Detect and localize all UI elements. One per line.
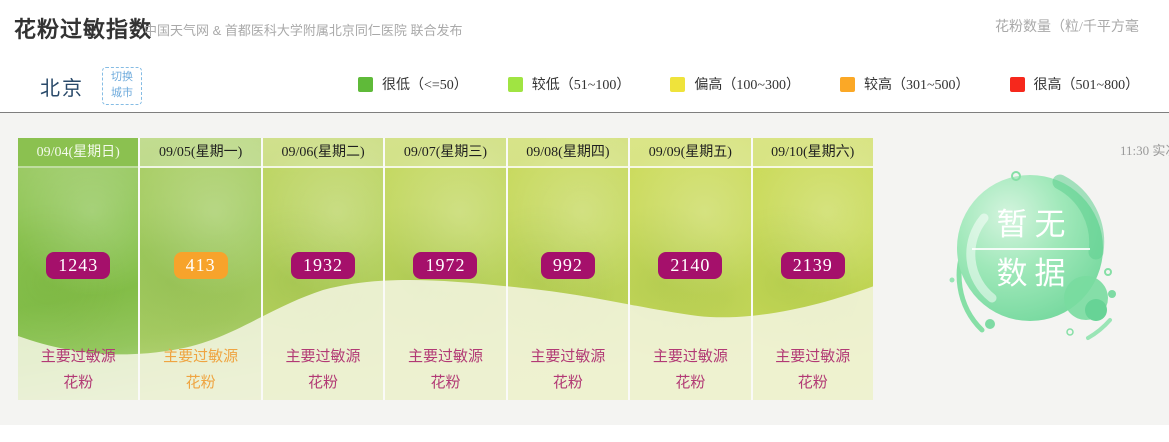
pollen-value-badge: 1972 — [413, 252, 478, 279]
switch-city-label-line2: 城市 — [111, 86, 133, 99]
pollen-value-badge: 2139 — [780, 252, 845, 279]
no-data-line2: 数据 — [996, 255, 1073, 291]
legend-label: 很低（<=50） — [382, 78, 468, 93]
allergen-label: 主要过敏源 花粉 — [140, 344, 260, 396]
allergen-label: 主要过敏源 花粉 — [630, 344, 750, 396]
no-data-text: 暂无 数据 — [958, 204, 1104, 294]
city-name: 北京 — [40, 78, 84, 100]
legend-swatch-icon — [839, 76, 855, 92]
day-date: 09/08(星期四) — [507, 138, 629, 168]
day-card-09-07[interactable]: 09/07(星期三) 1972 主要过敏源 花粉 — [385, 138, 506, 400]
page-header: 花粉过敏指数 中国天气网 & 首都医科大学附属北京同仁医院 联合发布 花粉数量（… — [0, 0, 1169, 56]
allergen-label: 主要过敏源 花粉 — [263, 344, 383, 396]
allergen-label: 主要过敏源 花粉 — [385, 344, 505, 396]
pollen-value-badge: 1932 — [291, 252, 356, 279]
day-date: 09/05(星期一) — [140, 138, 261, 168]
day-date: 09/09(星期五) — [630, 138, 751, 168]
allergen-name: 花粉 — [308, 374, 339, 391]
pollen-level-legend: 很低（<=50） 较低（51~100） 偏高（100~300） 较高（301~5… — [358, 56, 1169, 112]
pollen-value-badge: 1243 — [46, 252, 111, 279]
allergen-name: 花粉 — [63, 374, 94, 391]
day-cards-strip: 09/04(星期日) 1243 主要过敏源 花粉 09/05(星期一) 413 … — [18, 138, 873, 400]
legend-label: 偏高（100~300） — [694, 78, 800, 93]
day-date: 09/04(星期日) — [18, 138, 139, 168]
legend-item: 较高（301~500） — [839, 74, 970, 94]
legend-swatch-icon — [507, 76, 523, 92]
allergen-title: 主要过敏源 — [40, 348, 116, 365]
publisher-subtitle: 中国天气网 & 首都医科大学附属北京同仁医院 联合发布 — [144, 23, 463, 38]
allergen-title: 主要过敏源 — [163, 348, 239, 365]
day-date: 09/06(星期二) — [262, 138, 384, 168]
no-data-badge: 暂无 数据 — [938, 160, 1134, 350]
switch-city-label-line1: 切换 — [111, 71, 133, 83]
pollen-value-badge: 2140 — [658, 252, 723, 279]
page-title: 花粉过敏指数 — [14, 17, 153, 42]
legend-label: 较高（301~500） — [863, 78, 970, 93]
forecast-content: 11:30 实况 09/04(星期日) 1243 主要过敏源 花粉 09/05(… — [0, 113, 1169, 425]
allergen-title: 主要过敏源 — [530, 348, 606, 365]
legend-item: 很低（<=50） — [358, 74, 468, 94]
allergen-label: 主要过敏源 花粉 — [18, 344, 138, 396]
day-card-09-04[interactable]: 09/04(星期日) 1243 主要过敏源 花粉 — [18, 138, 139, 400]
pollen-value-badge: 413 — [173, 252, 228, 279]
live-timestamp: 11:30 实况 — [1120, 143, 1169, 158]
allergen-name: 花粉 — [430, 374, 461, 391]
legend-label: 很高（501~800） — [1033, 78, 1140, 93]
allergen-label: 主要过敏源 花粉 — [753, 344, 873, 396]
legend-swatch-icon — [670, 76, 686, 92]
day-card-09-09[interactable]: 09/09(星期五) 2140 主要过敏源 花粉 — [630, 138, 751, 400]
legend-swatch-icon — [1009, 76, 1025, 92]
no-data-divider — [972, 248, 1090, 250]
no-data-blob-graphic — [949, 171, 1116, 340]
allergen-name: 花粉 — [797, 374, 828, 391]
day-card-09-06[interactable]: 09/06(星期二) 1932 主要过敏源 花粉 — [262, 138, 384, 400]
allergen-name: 花粉 — [552, 374, 583, 391]
legend-item: 偏高（100~300） — [670, 74, 800, 94]
allergen-name: 花粉 — [675, 374, 706, 391]
unit-note: 花粉数量（粒/千平方毫 — [995, 20, 1139, 35]
switch-city-button[interactable]: 切换 城市 — [102, 67, 142, 105]
allergen-title: 主要过敏源 — [775, 348, 851, 365]
legend-item: 较低（51~100） — [507, 74, 631, 94]
allergen-label: 主要过敏源 花粉 — [508, 344, 628, 396]
day-card-09-10[interactable]: 09/10(星期六) 2139 主要过敏源 花粉 — [752, 138, 873, 400]
legend-swatch-icon — [358, 76, 373, 92]
legend-label: 较低（51~100） — [531, 78, 631, 93]
pollen-value-badge: 992 — [540, 252, 595, 279]
allergen-title: 主要过敏源 — [652, 348, 728, 365]
allergen-title: 主要过敏源 — [407, 348, 483, 365]
no-data-line1: 暂无 — [996, 207, 1073, 242]
day-date: 09/10(星期六) — [752, 138, 873, 168]
nav-bar: 北京 切换 城市 很低（<=50） 较低（51~100） 偏高（100~300）… — [0, 56, 1169, 113]
legend-item: 很高（501~800） — [1009, 74, 1140, 94]
day-card-09-08[interactable]: 09/08(星期四) 992 主要过敏源 花粉 — [507, 138, 629, 400]
day-card-09-05[interactable]: 09/05(星期一) 413 主要过敏源 花粉 — [140, 138, 261, 400]
allergen-title: 主要过敏源 — [285, 348, 361, 365]
day-date: 09/07(星期三) — [385, 138, 506, 168]
allergen-name: 花粉 — [185, 374, 216, 391]
